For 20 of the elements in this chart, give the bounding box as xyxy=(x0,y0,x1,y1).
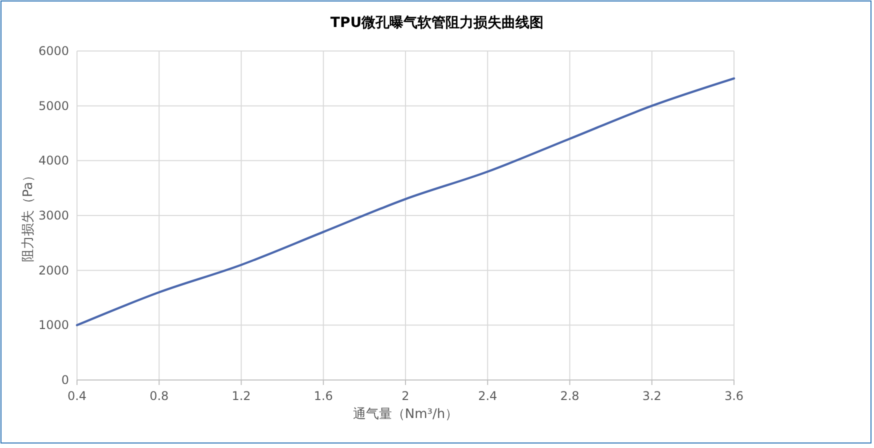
y-tick-label: 2000 xyxy=(38,263,69,278)
x-tick-label: 2 xyxy=(402,389,410,403)
y-tick-label: 0 xyxy=(61,373,69,387)
y-axis-title: 阻力损失（Pa） xyxy=(21,168,36,262)
y-tick-label: 1000 xyxy=(38,318,69,332)
line-series xyxy=(76,77,736,326)
x-tick-label: 0.8 xyxy=(150,389,169,403)
x-tick-label: 1.6 xyxy=(314,389,333,403)
x-tick-label: 3.6 xyxy=(724,389,744,403)
chart-title: TPU微孔曝气软管阻力损失曲线图 xyxy=(330,15,544,31)
x-tick-label: 1.2 xyxy=(232,389,251,403)
y-tick-label: 5000 xyxy=(38,98,69,113)
x-tick-label: 2.8 xyxy=(560,389,580,403)
y-tick-label: 6000 xyxy=(38,44,69,58)
x-axis-title: 通气量（Nm³/h） xyxy=(352,407,458,422)
y-tick-label: 4000 xyxy=(38,154,69,168)
x-tick-label: 3.2 xyxy=(642,389,662,403)
x-tick-label: 2.4 xyxy=(478,389,498,403)
y-tick-label: 3000 xyxy=(38,208,69,222)
x-tick-label: 0.4 xyxy=(67,389,87,403)
